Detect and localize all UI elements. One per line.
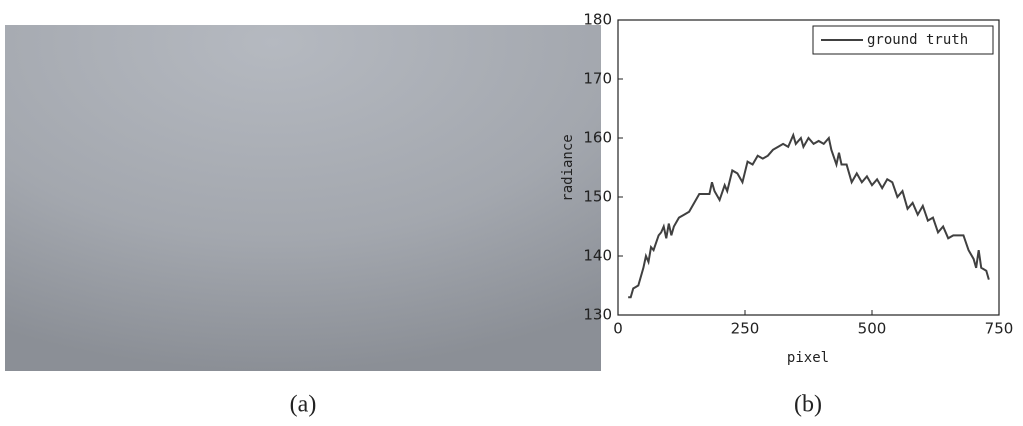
- plot-frame: [618, 20, 999, 315]
- caption: (b): [794, 392, 822, 418]
- y-tick-label: 130: [583, 306, 612, 324]
- x-tick-label: 0: [613, 320, 623, 338]
- y-tick-label: 160: [583, 129, 612, 147]
- y-tick-label: 180: [583, 11, 612, 29]
- page: (a) (b) pixel radiance 130 140 150 160 170 18…: [0, 0, 1023, 426]
- y-tick-label: 140: [583, 247, 612, 265]
- data-line: [628, 135, 989, 297]
- x-tick-label: 750: [985, 320, 1014, 338]
- y-tick-label: 150: [583, 188, 612, 206]
- x-axis-label: pixel: [787, 350, 829, 366]
- y-tick-label: 170: [583, 70, 612, 88]
- figure: (a) (b) pixel radiance 130 140 150 160 170 18…: [0, 0, 1023, 421]
- caption: (a): [290, 392, 317, 418]
- y-axis-label: radiance: [560, 134, 576, 201]
- x-tick-label: 250: [731, 320, 760, 338]
- legend-label: ground truth: [867, 32, 968, 48]
- x-tick-label: 500: [858, 320, 887, 338]
- photo: [5, 25, 601, 371]
